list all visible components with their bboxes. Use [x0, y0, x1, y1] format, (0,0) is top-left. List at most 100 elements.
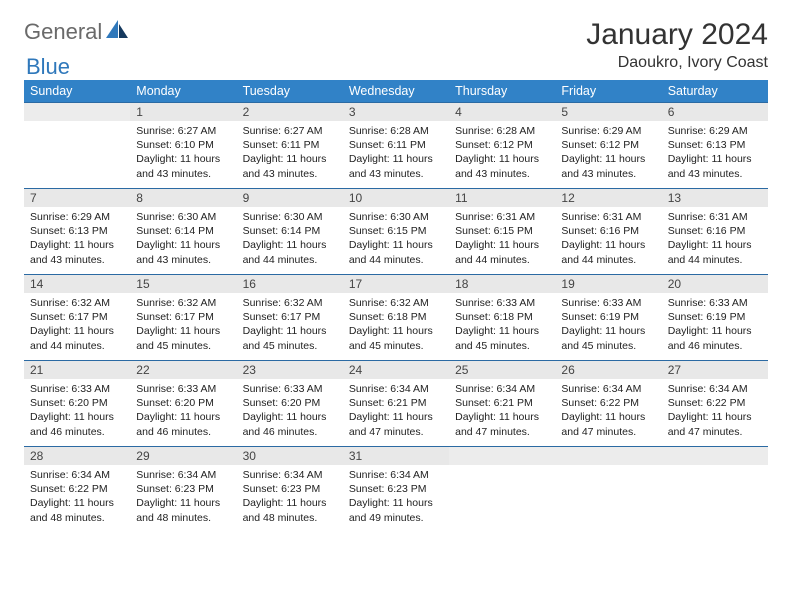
day-number: 13 [662, 189, 768, 207]
calendar-day-cell: 9Sunrise: 6:30 AMSunset: 6:14 PMDaylight… [237, 189, 343, 275]
day-details: Sunrise: 6:28 AMSunset: 6:11 PMDaylight:… [343, 121, 449, 185]
day-details: Sunrise: 6:29 AMSunset: 6:13 PMDaylight:… [662, 121, 768, 185]
calendar-day-cell: 23Sunrise: 6:33 AMSunset: 6:20 PMDayligh… [237, 361, 343, 447]
calendar-day-cell: 6Sunrise: 6:29 AMSunset: 6:13 PMDaylight… [662, 103, 768, 189]
calendar-day-cell: 24Sunrise: 6:34 AMSunset: 6:21 PMDayligh… [343, 361, 449, 447]
calendar-table: SundayMondayTuesdayWednesdayThursdayFrid… [24, 80, 768, 533]
calendar-day-cell: 30Sunrise: 6:34 AMSunset: 6:23 PMDayligh… [237, 447, 343, 533]
day-details: Sunrise: 6:33 AMSunset: 6:20 PMDaylight:… [24, 379, 130, 443]
calendar-empty-cell [662, 447, 768, 533]
day-details: Sunrise: 6:34 AMSunset: 6:22 PMDaylight:… [555, 379, 661, 443]
day-details: Sunrise: 6:27 AMSunset: 6:10 PMDaylight:… [130, 121, 236, 185]
logo-text-blue: Blue [26, 54, 70, 79]
day-number: 27 [662, 361, 768, 379]
calendar-day-cell: 4Sunrise: 6:28 AMSunset: 6:12 PMDaylight… [449, 103, 555, 189]
calendar-day-cell: 10Sunrise: 6:30 AMSunset: 6:15 PMDayligh… [343, 189, 449, 275]
day-number: 11 [449, 189, 555, 207]
empty-day-number [662, 447, 768, 465]
day-details: Sunrise: 6:30 AMSunset: 6:15 PMDaylight:… [343, 207, 449, 271]
day-number: 24 [343, 361, 449, 379]
day-number: 29 [130, 447, 236, 465]
day-details: Sunrise: 6:34 AMSunset: 6:21 PMDaylight:… [449, 379, 555, 443]
day-number: 20 [662, 275, 768, 293]
weekday-header: Friday [555, 80, 661, 103]
day-details: Sunrise: 6:29 AMSunset: 6:13 PMDaylight:… [24, 207, 130, 271]
day-number: 2 [237, 103, 343, 121]
day-number: 30 [237, 447, 343, 465]
day-number: 23 [237, 361, 343, 379]
calendar-day-cell: 17Sunrise: 6:32 AMSunset: 6:18 PMDayligh… [343, 275, 449, 361]
calendar-header-row: SundayMondayTuesdayWednesdayThursdayFrid… [24, 80, 768, 103]
calendar-day-cell: 3Sunrise: 6:28 AMSunset: 6:11 PMDaylight… [343, 103, 449, 189]
day-number: 3 [343, 103, 449, 121]
day-number: 21 [24, 361, 130, 379]
calendar-week-row: 21Sunrise: 6:33 AMSunset: 6:20 PMDayligh… [24, 361, 768, 447]
day-details: Sunrise: 6:33 AMSunset: 6:19 PMDaylight:… [662, 293, 768, 357]
calendar-day-cell: 20Sunrise: 6:33 AMSunset: 6:19 PMDayligh… [662, 275, 768, 361]
calendar-day-cell: 27Sunrise: 6:34 AMSunset: 6:22 PMDayligh… [662, 361, 768, 447]
day-number: 28 [24, 447, 130, 465]
calendar-day-cell: 5Sunrise: 6:29 AMSunset: 6:12 PMDaylight… [555, 103, 661, 189]
day-number: 8 [130, 189, 236, 207]
day-number: 31 [343, 447, 449, 465]
calendar-day-cell: 1Sunrise: 6:27 AMSunset: 6:10 PMDaylight… [130, 103, 236, 189]
day-details: Sunrise: 6:29 AMSunset: 6:12 PMDaylight:… [555, 121, 661, 185]
logo-text-general: General [24, 19, 102, 45]
calendar-day-cell: 7Sunrise: 6:29 AMSunset: 6:13 PMDaylight… [24, 189, 130, 275]
day-number: 18 [449, 275, 555, 293]
day-number: 10 [343, 189, 449, 207]
day-number: 5 [555, 103, 661, 121]
weekday-header: Wednesday [343, 80, 449, 103]
day-number: 17 [343, 275, 449, 293]
calendar-empty-cell [24, 103, 130, 189]
weekday-header: Saturday [662, 80, 768, 103]
calendar-day-cell: 18Sunrise: 6:33 AMSunset: 6:18 PMDayligh… [449, 275, 555, 361]
day-number: 16 [237, 275, 343, 293]
calendar-day-cell: 8Sunrise: 6:30 AMSunset: 6:14 PMDaylight… [130, 189, 236, 275]
calendar-empty-cell [449, 447, 555, 533]
day-details: Sunrise: 6:32 AMSunset: 6:18 PMDaylight:… [343, 293, 449, 357]
empty-day-number [555, 447, 661, 465]
day-details: Sunrise: 6:31 AMSunset: 6:16 PMDaylight:… [662, 207, 768, 271]
calendar-day-cell: 31Sunrise: 6:34 AMSunset: 6:23 PMDayligh… [343, 447, 449, 533]
day-number: 1 [130, 103, 236, 121]
calendar-day-cell: 15Sunrise: 6:32 AMSunset: 6:17 PMDayligh… [130, 275, 236, 361]
calendar-body: 1Sunrise: 6:27 AMSunset: 6:10 PMDaylight… [24, 103, 768, 533]
calendar-day-cell: 21Sunrise: 6:33 AMSunset: 6:20 PMDayligh… [24, 361, 130, 447]
day-number: 26 [555, 361, 661, 379]
empty-day-number [449, 447, 555, 465]
weekday-header: Monday [130, 80, 236, 103]
day-number: 9 [237, 189, 343, 207]
day-details: Sunrise: 6:30 AMSunset: 6:14 PMDaylight:… [237, 207, 343, 271]
calendar-day-cell: 29Sunrise: 6:34 AMSunset: 6:23 PMDayligh… [130, 447, 236, 533]
calendar-day-cell: 14Sunrise: 6:32 AMSunset: 6:17 PMDayligh… [24, 275, 130, 361]
calendar-day-cell: 11Sunrise: 6:31 AMSunset: 6:15 PMDayligh… [449, 189, 555, 275]
day-details: Sunrise: 6:32 AMSunset: 6:17 PMDaylight:… [237, 293, 343, 357]
day-number: 19 [555, 275, 661, 293]
calendar-week-row: 14Sunrise: 6:32 AMSunset: 6:17 PMDayligh… [24, 275, 768, 361]
weekday-header: Tuesday [237, 80, 343, 103]
calendar-week-row: 1Sunrise: 6:27 AMSunset: 6:10 PMDaylight… [24, 103, 768, 189]
day-details: Sunrise: 6:34 AMSunset: 6:23 PMDaylight:… [237, 465, 343, 529]
calendar-day-cell: 19Sunrise: 6:33 AMSunset: 6:19 PMDayligh… [555, 275, 661, 361]
empty-day-number [24, 103, 130, 121]
title-block: January 2024 Daoukro, Ivory Coast [586, 18, 768, 72]
day-details: Sunrise: 6:30 AMSunset: 6:14 PMDaylight:… [130, 207, 236, 271]
calendar-day-cell: 22Sunrise: 6:33 AMSunset: 6:20 PMDayligh… [130, 361, 236, 447]
calendar-empty-cell [555, 447, 661, 533]
day-number: 15 [130, 275, 236, 293]
calendar-day-cell: 28Sunrise: 6:34 AMSunset: 6:22 PMDayligh… [24, 447, 130, 533]
calendar-week-row: 7Sunrise: 6:29 AMSunset: 6:13 PMDaylight… [24, 189, 768, 275]
logo: General [24, 18, 132, 45]
day-details: Sunrise: 6:31 AMSunset: 6:16 PMDaylight:… [555, 207, 661, 271]
day-number: 6 [662, 103, 768, 121]
calendar-day-cell: 16Sunrise: 6:32 AMSunset: 6:17 PMDayligh… [237, 275, 343, 361]
day-number: 7 [24, 189, 130, 207]
day-details: Sunrise: 6:32 AMSunset: 6:17 PMDaylight:… [130, 293, 236, 357]
day-details: Sunrise: 6:34 AMSunset: 6:21 PMDaylight:… [343, 379, 449, 443]
day-number: 12 [555, 189, 661, 207]
weekday-header: Sunday [24, 80, 130, 103]
day-details: Sunrise: 6:27 AMSunset: 6:11 PMDaylight:… [237, 121, 343, 185]
day-details: Sunrise: 6:34 AMSunset: 6:23 PMDaylight:… [130, 465, 236, 529]
day-number: 25 [449, 361, 555, 379]
